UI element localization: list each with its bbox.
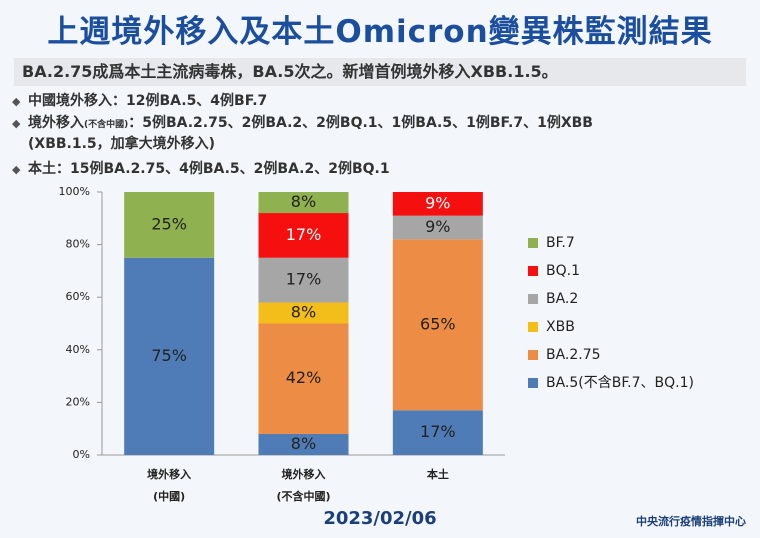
bullet-text: 本土：15例BA.2.75、4例BA.5、2例BA.2、2例BQ.1: [28, 161, 390, 177]
bar-segment: [258, 302, 349, 324]
bar-segment: [392, 239, 483, 411]
bullet: 本土：15例BA.2.75、4例BA.5、2例BA.2、2例BQ.1: [12, 160, 390, 179]
bullet-text: 境外移入: [28, 115, 84, 131]
legend-label: BA.2.75: [546, 347, 601, 363]
y-tick-label: 60%: [66, 290, 90, 303]
legend-swatch: [528, 266, 538, 276]
bar-segment: [124, 257, 215, 455]
chart: 0% 20% 40% 60% 80% 100% 境外移入 (中國) 75% 25% 境外移入 (不含中…: [59, 185, 694, 503]
bullet: 中國境外移入：12例BA.5、4例BF.7: [12, 92, 268, 111]
bar-segment: [258, 323, 349, 434]
y-tick-label: 20%: [66, 395, 90, 408]
source: 中央流行疫情指揮中心: [636, 515, 746, 528]
value-label: 42%: [286, 368, 322, 387]
bullet-text: ：5例BA.2.75、2例BA.2、2例BQ.1、1例BA.5、1例BF.7、1…: [128, 115, 593, 131]
bar-segment: [258, 433, 349, 455]
legend-swatch: [528, 238, 538, 248]
value-label: 17%: [420, 422, 456, 441]
date: 2023/02/06: [323, 508, 437, 529]
bar-segment: [392, 410, 483, 455]
legend-label: BQ.1: [546, 263, 580, 279]
value-label: 17%: [286, 270, 322, 289]
bar-segment: [124, 192, 215, 258]
value-label: 9%: [425, 217, 450, 236]
legend-swatch: [528, 378, 538, 388]
legend-label: BA.2: [546, 291, 578, 307]
x-tick-label: (不含中國): [276, 489, 330, 503]
bullet: 境外移入(不含中國)：5例BA.2.75、2例BA.2、2例BQ.1、1例BA.…: [12, 114, 593, 154]
legend-label: BA.5(不含BF.7、BQ.1): [546, 375, 694, 391]
title: 上週境外移入及本土Omicron變異株監測結果: [47, 14, 713, 50]
bar-segment: [392, 215, 483, 240]
legend-swatch: [528, 294, 538, 304]
bar-segment: [258, 213, 349, 258]
bar-segment: [392, 192, 483, 216]
y-tick-label: 0%: [73, 448, 90, 461]
bar-segment: [258, 257, 349, 303]
bullet-text: (XBB.1.5，加拿大境外移入): [28, 136, 216, 152]
bullet-text: 中國境外移入：12例BA.5、4例BF.7: [28, 93, 268, 109]
value-label: 8%: [291, 434, 316, 453]
y-tick-label: 80%: [66, 238, 90, 251]
value-label: 25%: [151, 214, 187, 233]
x-tick-label: 本土: [427, 467, 449, 481]
x-tick-label: (中國): [153, 489, 185, 503]
x-tick-label: 境外移入: [282, 467, 326, 481]
value-label: 8%: [291, 302, 316, 321]
value-label: 9%: [425, 193, 450, 212]
x-tick-label: 境外移入: [147, 467, 191, 481]
legend-swatch: [528, 350, 538, 360]
y-tick-label: 100%: [59, 185, 90, 198]
legend-label: XBB: [546, 319, 575, 335]
legend-label: BF.7: [546, 235, 575, 251]
bar-segment: [258, 192, 349, 214]
value-label: 17%: [286, 225, 322, 244]
summary: BA.2.75成爲本土主流病毒株，BA.5次之。新增首例境外移入XBB.1.5。: [14, 58, 746, 86]
value-label: 75%: [151, 346, 187, 365]
bullet-text: (不含中國): [84, 120, 129, 130]
value-label: 65%: [420, 314, 456, 333]
value-label: 8%: [291, 192, 316, 211]
y-tick-label: 40%: [66, 343, 90, 356]
legend-swatch: [528, 322, 538, 332]
